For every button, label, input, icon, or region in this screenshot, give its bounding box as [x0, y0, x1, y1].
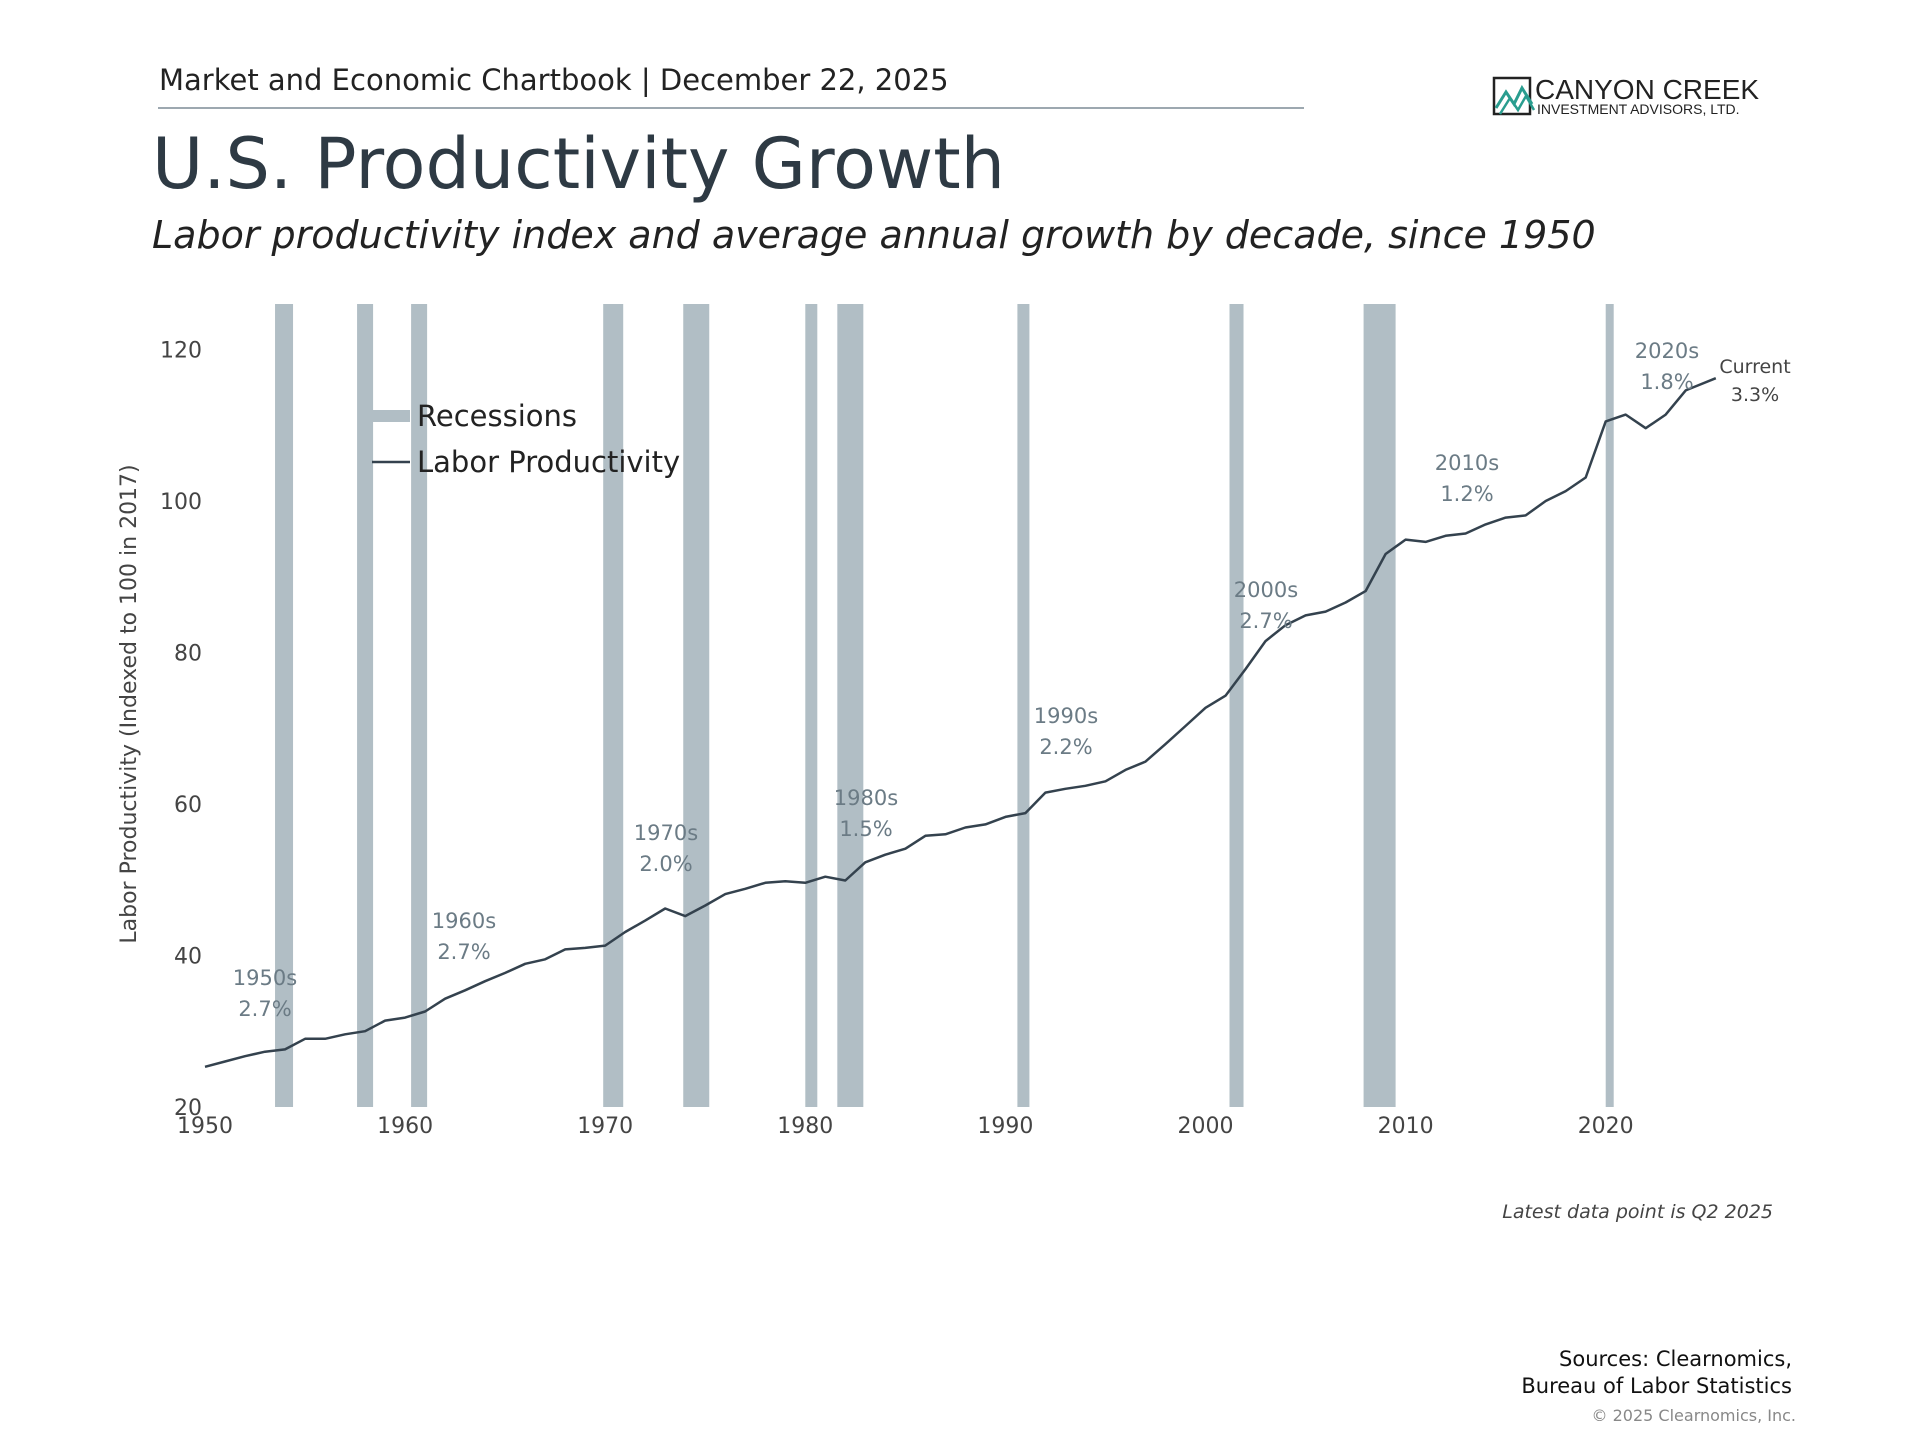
decade-label: 2000s — [1234, 578, 1298, 602]
recession-band — [275, 304, 294, 1107]
legend-label: Labor Productivity — [417, 445, 680, 479]
logo-peaks — [1498, 93, 1536, 115]
x-tick-label: 1970 — [577, 1114, 633, 1139]
decade-label: 1990s — [1034, 704, 1098, 728]
chart-title: U.S. Productivity Growth — [152, 123, 1005, 205]
x-tick-label: 1990 — [977, 1114, 1033, 1139]
decade-label: 1960s — [432, 909, 496, 933]
chartbook-header: Market and Economic Chartbook | December… — [159, 63, 949, 97]
recession-band — [603, 304, 624, 1107]
decade-label: 2020s — [1635, 339, 1699, 363]
logo-sub: INVESTMENT ADVISORS, LTD. — [1537, 101, 1740, 117]
decade-growth: 3.3% — [1731, 384, 1779, 406]
decade-label: 1970s — [634, 821, 698, 845]
logo-box — [1492, 76, 1532, 116]
recession-band — [805, 304, 818, 1107]
y-tick-label: 40 — [174, 944, 202, 969]
y-tick-label: 100 — [160, 490, 202, 515]
recession-band — [1363, 304, 1396, 1107]
y-tick-label: 80 — [174, 641, 202, 666]
recession-band — [411, 304, 428, 1107]
data-note: Latest data point is Q2 2025 — [1502, 1201, 1773, 1223]
legend-label: Recessions — [417, 399, 577, 433]
x-tick-label: 2000 — [1178, 1114, 1234, 1139]
x-tick-label: 1950 — [177, 1114, 233, 1139]
decade-growth: 2.7% — [437, 940, 490, 964]
chart-subtitle: Labor productivity index and average ann… — [152, 213, 1596, 257]
x-tick-label: 2020 — [1578, 1114, 1634, 1139]
recession-band — [1605, 304, 1614, 1107]
decade-growth: 1.5% — [839, 817, 892, 841]
decade-growth: 2.2% — [1039, 735, 1092, 759]
decade-label: 1950s — [233, 966, 297, 990]
recession-band — [1229, 304, 1244, 1107]
x-tick-label: 1960 — [377, 1114, 433, 1139]
logo: CANYON CREEK INVESTMENT ADVISORS, LTD. — [1492, 74, 1759, 117]
logo-name: CANYON CREEK — [1535, 74, 1759, 105]
recession-band — [683, 304, 710, 1107]
decade-label: Current — [1719, 356, 1790, 378]
decade-growth: 2.7% — [1239, 609, 1292, 633]
sources: Bureau of Labor Statistics — [1521, 1374, 1792, 1398]
x-tick-label: 2010 — [1378, 1114, 1434, 1139]
sources: Sources: Clearnomics, — [1559, 1347, 1792, 1371]
decade-growth: 2.0% — [639, 852, 692, 876]
productivity-line — [204, 377, 1717, 1069]
decade-growth: 1.2% — [1440, 482, 1493, 506]
y-tick-label: 60 — [174, 793, 202, 818]
copyright: © 2025 Clearnomics, Inc. — [1592, 1406, 1796, 1425]
x-tick-label: 1980 — [777, 1114, 833, 1139]
recession-band — [837, 304, 864, 1107]
y-tick-label: 120 — [160, 338, 202, 363]
recession-band — [357, 304, 374, 1107]
decade-growth: 1.8% — [1640, 370, 1693, 394]
decade-growth: 2.7% — [238, 997, 291, 1021]
recession-band — [1017, 304, 1030, 1107]
decade-label: 1980s — [834, 786, 898, 810]
y-axis-label: Labor Productivity (Indexed to 100 in 20… — [117, 464, 142, 943]
decade-label: 2010s — [1435, 451, 1499, 475]
y-tick-label: 20 — [174, 1096, 202, 1121]
